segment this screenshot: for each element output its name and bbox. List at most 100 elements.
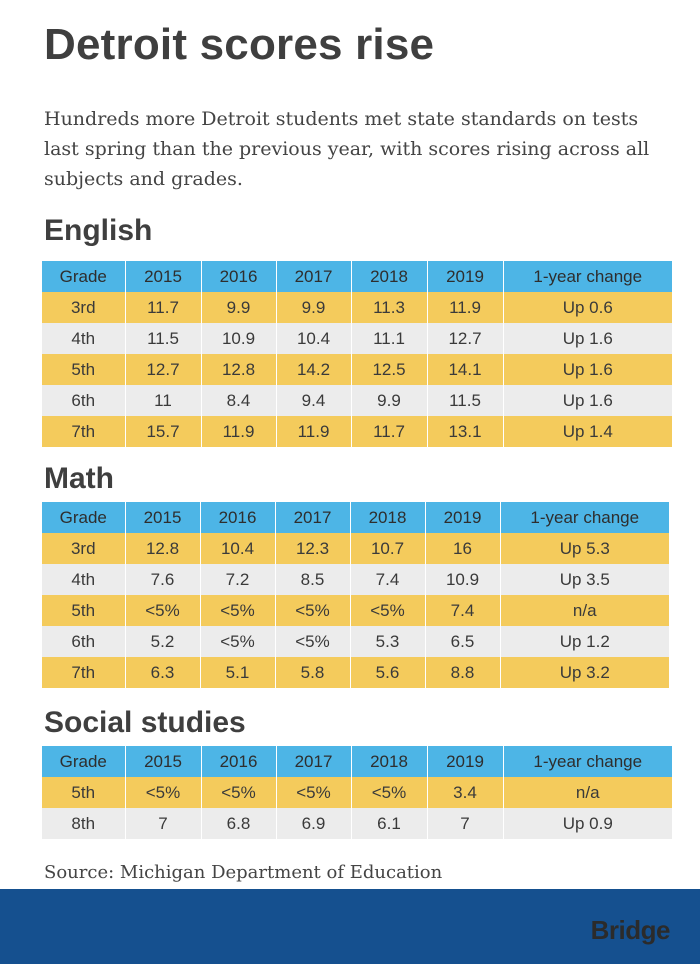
value-cell: 14.1 (427, 354, 504, 385)
column-header: 2017 (276, 261, 352, 292)
table-row: 5th 12.7 12.8 14.2 12.5 14.1 Up 1.6 (42, 354, 672, 385)
value-cell: 10.4 (200, 533, 276, 564)
value-cell: 10.4 (276, 323, 352, 354)
value-cell: <5% (125, 777, 202, 808)
footer-bar: Bridge (0, 889, 700, 964)
column-header: 2015 (125, 261, 202, 292)
value-cell: 3.4 (427, 777, 504, 808)
social-studies-section-title: Social studies (44, 706, 246, 739)
value-cell: 16 (425, 533, 501, 564)
value-cell: <5% (275, 626, 351, 657)
column-header: 2018 (350, 502, 426, 533)
table-row: 6th 5.2 <5% <5% 5.3 6.5 Up 1.2 (42, 626, 669, 657)
value-cell: n/a (500, 595, 669, 626)
value-cell: 7.4 (350, 564, 426, 595)
social-studies-table: Grade 2015 2016 2017 2018 2019 1-year change 5t… (42, 746, 672, 839)
value-cell: Up 1.6 (503, 354, 672, 385)
table-row: 6th 11 8.4 9.4 9.9 11.5 Up 1.6 (42, 385, 672, 416)
table-row: 3rd 11.7 9.9 9.9 11.3 11.9 Up 0.6 (42, 292, 672, 323)
table-row: 4th 11.5 10.9 10.4 11.1 12.7 Up 1.6 (42, 323, 672, 354)
value-cell: <5% (200, 626, 276, 657)
value-cell: <5% (350, 595, 426, 626)
value-cell: 10.9 (201, 323, 277, 354)
value-cell: 12.3 (275, 533, 351, 564)
value-cell: Up 5.3 (500, 533, 669, 564)
grade-cell: 3rd (42, 533, 126, 564)
value-cell: 7.2 (200, 564, 276, 595)
value-cell: n/a (503, 777, 672, 808)
value-cell: Up 1.4 (503, 416, 672, 447)
value-cell: 5.1 (200, 657, 276, 688)
value-cell: 7.6 (125, 564, 201, 595)
column-header: Grade (42, 746, 126, 777)
grade-cell: 5th (42, 354, 126, 385)
grade-cell: 4th (42, 564, 126, 595)
value-cell: Up 0.9 (503, 808, 672, 839)
column-header: 2018 (351, 261, 428, 292)
value-cell: 14.2 (276, 354, 352, 385)
value-cell: 5.8 (275, 657, 351, 688)
table-row: 7th 6.3 5.1 5.8 5.6 8.8 Up 3.2 (42, 657, 669, 688)
grade-cell: 8th (42, 808, 126, 839)
grade-cell: 5th (42, 595, 126, 626)
value-cell: 11.7 (125, 292, 202, 323)
value-cell: Up 3.5 (500, 564, 669, 595)
column-header: 2015 (125, 746, 202, 777)
value-cell: 10.7 (350, 533, 426, 564)
value-cell: 6.1 (351, 808, 428, 839)
table-row: 3rd 12.8 10.4 12.3 10.7 16 Up 5.3 (42, 533, 669, 564)
value-cell: 11.9 (276, 416, 352, 447)
value-cell: 11.1 (351, 323, 428, 354)
value-cell: 12.8 (201, 354, 277, 385)
value-cell: 12.7 (427, 323, 504, 354)
english-table: Grade 2015 2016 2017 2018 2019 1-year change 3r… (42, 261, 672, 447)
value-cell: 9.9 (351, 385, 428, 416)
value-cell: 7 (427, 808, 504, 839)
value-cell: 15.7 (125, 416, 202, 447)
value-cell: Up 1.6 (503, 385, 672, 416)
table-row: 7th 15.7 11.9 11.9 11.7 13.1 Up 1.4 (42, 416, 672, 447)
table-row: 5th <5% <5% <5% <5% 7.4 n/a (42, 595, 669, 626)
column-header: 2016 (201, 261, 277, 292)
value-cell: 5.3 (350, 626, 426, 657)
math-section-title: Math (44, 462, 114, 495)
value-cell: 7 (125, 808, 202, 839)
value-cell: 12.7 (125, 354, 202, 385)
value-cell: 12.5 (351, 354, 428, 385)
value-cell: 11 (125, 385, 202, 416)
bridge-logo: Bridge (590, 915, 671, 945)
page-subtitle: Hundreds more Detroit students met state… (44, 108, 650, 190)
column-header: 2019 (427, 746, 504, 777)
value-cell: 13.1 (427, 416, 504, 447)
grade-cell: 4th (42, 323, 126, 354)
value-cell: 6.9 (276, 808, 352, 839)
value-cell: 8.5 (275, 564, 351, 595)
value-cell: Up 1.6 (503, 323, 672, 354)
value-cell: <5% (351, 777, 428, 808)
value-cell: Up 3.2 (500, 657, 669, 688)
value-cell: 5.6 (350, 657, 426, 688)
value-cell: <5% (276, 777, 352, 808)
column-header: 2015 (125, 502, 201, 533)
value-cell: <5% (275, 595, 351, 626)
table-row: 5th <5% <5% <5% <5% 3.4 n/a (42, 777, 672, 808)
grade-cell: 7th (42, 416, 126, 447)
grade-cell: 3rd (42, 292, 126, 323)
grade-cell: 6th (42, 626, 126, 657)
value-cell: Up 1.2 (500, 626, 669, 657)
value-cell: Up 0.6 (503, 292, 672, 323)
grade-cell: 6th (42, 385, 126, 416)
value-cell: 9.9 (201, 292, 277, 323)
source-note: Source: Michigan Department of Education (44, 862, 443, 883)
value-cell: 11.9 (427, 292, 504, 323)
table-row: 8th 7 6.8 6.9 6.1 7 Up 0.9 (42, 808, 672, 839)
column-header: Grade (42, 502, 126, 533)
table-row: 4th 7.6 7.2 8.5 7.4 10.9 Up 3.5 (42, 564, 669, 595)
english-section-title: English (44, 214, 153, 247)
column-header: 2017 (276, 746, 352, 777)
column-header: 2018 (351, 746, 428, 777)
value-cell: 11.5 (125, 323, 202, 354)
column-header: 1-year change (500, 502, 669, 533)
column-header: 2016 (201, 746, 277, 777)
column-header: 2016 (200, 502, 276, 533)
